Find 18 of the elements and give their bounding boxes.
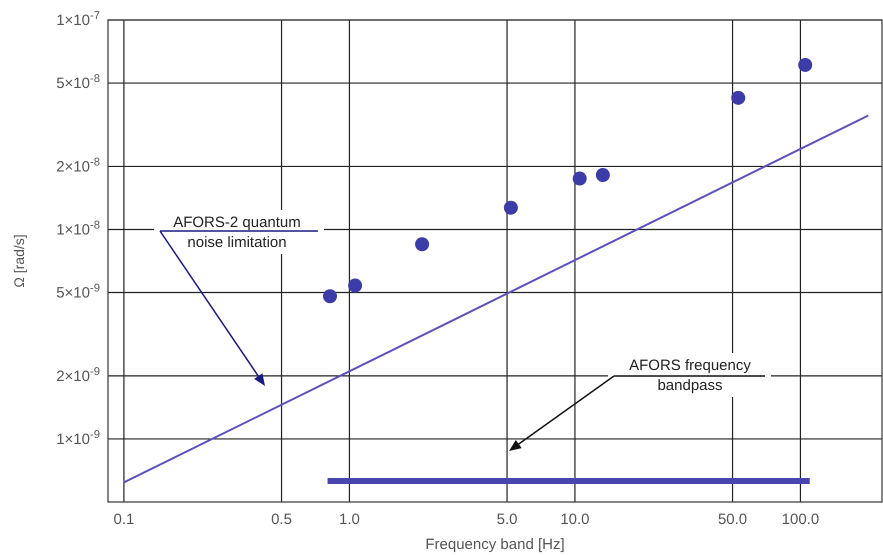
y-axis-title: Ω [rad/s] bbox=[11, 234, 27, 288]
x-tick-label: 100.0 bbox=[782, 511, 820, 528]
x-tick-label: 0.5 bbox=[271, 511, 292, 528]
y-tick-label: 1×10$^{-9}$ bbox=[56, 428, 100, 448]
x-tick-label: 1.0 bbox=[338, 511, 360, 528]
y-tick-label: 2×10$^{-9}$ bbox=[56, 366, 100, 385]
x-tick-label: 0.1 bbox=[113, 511, 134, 528]
x-axis-title: Frequency band [Hz] bbox=[425, 536, 565, 553]
y-tick-label: 1×10$^{-8}$ bbox=[56, 219, 100, 238]
x-tick-label: 5.0 bbox=[496, 511, 518, 528]
y-tick-label: 5×10$^{-8}$ bbox=[56, 73, 100, 92]
x-tick-label: 10.0 bbox=[560, 511, 590, 528]
y-tick-label: 1×10$^{-7}$ bbox=[56, 10, 100, 29]
annotation: AFORS-2 quantum noise limitation bbox=[173, 214, 301, 251]
annotation: AFORS frequency bandpass bbox=[629, 357, 752, 394]
x-tick-label: 50.0 bbox=[718, 511, 748, 528]
y-tick-label: 2×10$^{-8}$ bbox=[56, 156, 100, 176]
y-tick-label: 5×10$^{-9}$ bbox=[56, 282, 100, 302]
